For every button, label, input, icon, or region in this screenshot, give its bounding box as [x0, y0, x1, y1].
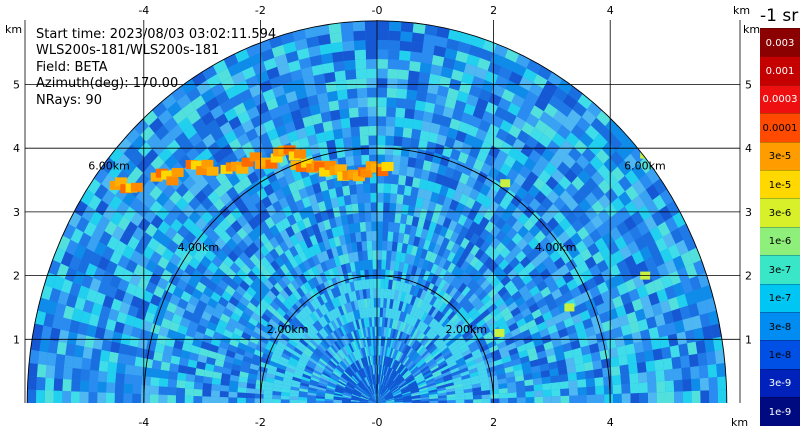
cloud-return: [319, 167, 332, 177]
axis-ticks: -4 -4 -2 -2 -0 -0 2 2 4 4 1 1 2 2 3 3 4 4 5 5 km km km km: [5, 4, 760, 429]
cloud-return: [324, 160, 337, 170]
y-tick-label-right: 1: [745, 333, 752, 346]
colorbar-label: 0.0003: [762, 94, 798, 106]
y-unit-right: km: [743, 23, 760, 36]
cloud-return: [115, 177, 128, 187]
y-tick-label-right: 2: [745, 270, 752, 283]
x-unit-top: km: [733, 4, 750, 17]
cloud-return: [249, 152, 262, 162]
x-tick-label-top: -4: [138, 4, 149, 17]
colorbar-cell: 3e-9: [760, 368, 800, 398]
range-ring-label: 6.00km: [624, 159, 666, 172]
start-time-label: Start time: 2023/08/03 03:02:11.594: [36, 27, 277, 42]
y-tick-label-right: 4: [745, 142, 752, 155]
cloud-return: [190, 160, 203, 170]
colorbar-cell: 0.003: [760, 28, 800, 57]
colorbar-cell: 1e-5: [760, 170, 800, 199]
range-ring-label: 4.00km: [178, 241, 220, 254]
colorbar-unit: -1 sr: [760, 6, 799, 26]
range-ring-label: 4.00km: [535, 241, 577, 254]
colorbar-label: 0.001: [765, 65, 795, 77]
cloud-return: [201, 159, 214, 169]
cloud-return: [360, 168, 373, 178]
colorbar-cell: 1e-9: [760, 397, 800, 427]
instrument-label: WLS200s-181/WLS200s-181: [36, 43, 220, 58]
x-tick-label-bottom: -0: [372, 416, 383, 429]
colorbar-cell: 1e-8: [760, 340, 800, 370]
echo-return: [494, 328, 505, 337]
range-ring: [143, 147, 611, 404]
y-tick-label-left: 1: [13, 333, 20, 346]
cloud-return: [236, 164, 249, 174]
colorbar-label: 1e-7: [768, 293, 792, 305]
colorbar-cell: 0.0001: [760, 113, 800, 143]
colorbar-cell: 3e-6: [760, 198, 800, 228]
range-ring-label: 2.00km: [267, 323, 309, 336]
cloud-return: [270, 153, 283, 163]
echo-return: [564, 303, 575, 312]
colorbar-label: 3e-8: [768, 321, 792, 333]
colorbar-label: 1e-9: [768, 406, 792, 418]
range-ring-label: 6.00km: [88, 159, 130, 172]
colorbar-label: 0.003: [765, 37, 795, 49]
colorbar-label: 3e-9: [768, 378, 792, 390]
nrays-label: NRays: 90: [36, 93, 102, 108]
x-tick-label-top: -0: [372, 4, 383, 17]
y-tick-label-left: 5: [13, 79, 20, 92]
x-tick-label-bottom: 2: [490, 416, 497, 429]
cloud-return: [313, 161, 326, 171]
colorbar-label: 1e-6: [768, 236, 792, 248]
cloud-return: [166, 176, 179, 186]
colorbar-cell: 3e-8: [760, 312, 800, 341]
y-tick-label-right: 3: [745, 206, 752, 219]
colorbar-cell: 0.0003: [760, 84, 800, 114]
cloud-return: [283, 145, 296, 155]
cloud-return: [206, 166, 219, 176]
cloud-return: [301, 158, 314, 168]
colorbar-cell: 1e-7: [760, 283, 800, 313]
x-tick-label-top: -2: [255, 4, 266, 17]
y-tick-label-left: 3: [13, 206, 20, 219]
range-ring: [259, 275, 495, 404]
y-tick-label-left: 2: [13, 270, 20, 283]
colorbar-label: 1e-8: [768, 349, 792, 361]
range-ring: [26, 20, 728, 404]
colorbar-label: 3e-6: [768, 207, 792, 219]
y-tick-label-left: 4: [13, 142, 20, 155]
colorbar-cell: 3e-7: [760, 255, 800, 285]
cloud-return: [241, 157, 254, 167]
cloud-return: [130, 182, 143, 192]
colorbar-cell: 0.001: [760, 56, 800, 86]
colorbar-label: 3e-7: [768, 264, 792, 276]
echo-return: [500, 179, 511, 188]
colorbar-label: 0.0001: [762, 122, 798, 134]
range-ring-label: 2.00km: [446, 323, 488, 336]
range-rings: 2.00km 2.00km 4.00km 4.00km 6.00km 6.00km: [26, 20, 728, 404]
colorbar-label: 3e-5: [768, 151, 792, 163]
y-tick-label-right: 5: [745, 79, 752, 92]
cloud-return: [376, 167, 389, 177]
x-tick-label-bottom: -4: [138, 416, 149, 429]
cloud-return: [294, 149, 307, 159]
cloud-return: [265, 159, 278, 169]
cloud-return: [334, 164, 347, 174]
colorbar-cell: 1e-6: [760, 226, 800, 256]
cloud-return: [196, 166, 209, 176]
colorbar-label: 1e-5: [768, 179, 792, 191]
cloud-return: [161, 170, 174, 180]
x-unit-bottom: km: [731, 416, 748, 429]
x-tick-label-bottom: -2: [255, 416, 266, 429]
x-tick-label-top: 2: [490, 4, 497, 17]
x-tick-label-top: 4: [607, 4, 614, 17]
cloud-return: [171, 167, 184, 177]
cloud-return: [352, 172, 365, 182]
field-label: Field: BETA: [36, 60, 108, 75]
y-unit-left: km: [5, 23, 22, 36]
colorbar-cell: 3e-5: [760, 141, 800, 171]
azimuth-label: Azimuth(deg): 170.00: [36, 76, 179, 91]
x-tick-label-bottom: 4: [607, 416, 614, 429]
cloud-return: [381, 162, 394, 172]
